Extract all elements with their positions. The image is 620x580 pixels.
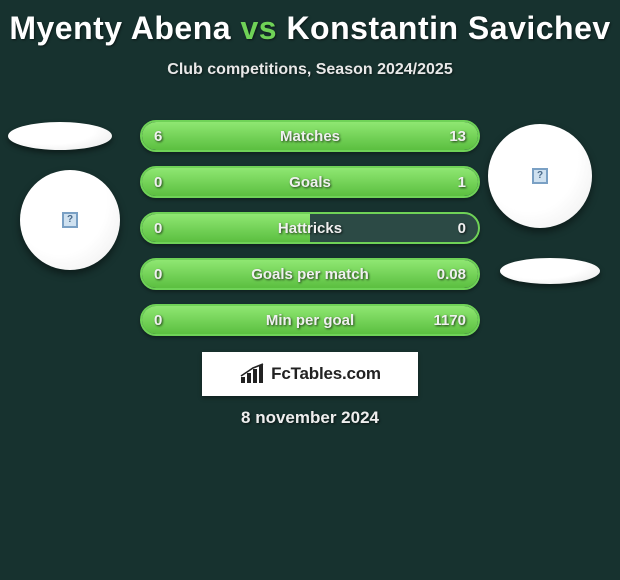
avatar-player1: ? xyxy=(20,170,120,270)
stat-label: Goals xyxy=(142,168,478,196)
title-player2: Konstantin Savichev xyxy=(286,10,610,46)
stats-container: 6 Matches 13 0 Goals 1 0 Hattricks 0 0 G… xyxy=(140,120,480,350)
stat-value-right: 0 xyxy=(458,214,466,242)
comparison-card: Myenty Abena vs Konstantin Savichev Club… xyxy=(0,0,620,580)
decor-ellipse-left xyxy=(8,122,112,150)
date: 8 november 2024 xyxy=(0,408,620,428)
stat-label: Hattricks xyxy=(142,214,478,242)
placeholder-icon: ? xyxy=(62,212,78,228)
subtitle: Club competitions, Season 2024/2025 xyxy=(0,61,620,79)
stat-label: Matches xyxy=(142,122,478,150)
title-vs: vs xyxy=(240,10,277,46)
stat-row-matches: 6 Matches 13 xyxy=(140,120,480,152)
stat-value-right: 0.08 xyxy=(437,260,466,288)
bar-chart-icon xyxy=(239,363,265,385)
stat-value-right: 1170 xyxy=(433,306,466,334)
stat-row-goals: 0 Goals 1 xyxy=(140,166,480,198)
logo-box: FcTables.com xyxy=(202,352,418,396)
stat-label: Min per goal xyxy=(142,306,478,334)
page-title: Myenty Abena vs Konstantin Savichev xyxy=(0,0,620,47)
stat-row-goals-per-match: 0 Goals per match 0.08 xyxy=(140,258,480,290)
stat-row-min-per-goal: 0 Min per goal 1170 xyxy=(140,304,480,336)
stat-label: Goals per match xyxy=(142,260,478,288)
avatar-player2: ? xyxy=(488,124,592,228)
stat-value-right: 1 xyxy=(458,168,466,196)
placeholder-icon: ? xyxy=(532,168,548,184)
stat-row-hattricks: 0 Hattricks 0 xyxy=(140,212,480,244)
decor-ellipse-right xyxy=(500,258,600,284)
logo-text: FcTables.com xyxy=(271,364,381,384)
title-player1: Myenty Abena xyxy=(9,10,231,46)
stat-value-right: 13 xyxy=(449,122,466,150)
